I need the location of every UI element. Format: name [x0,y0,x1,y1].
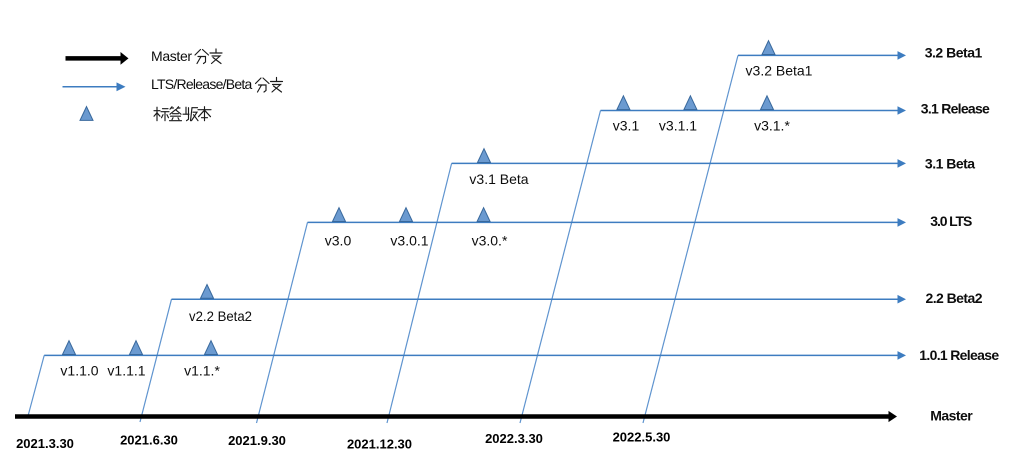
svg-text:LTS/Release/Beta: LTS/Release/Beta [151,76,253,92]
svg-text:2021.6.30: 2021.6.30 [120,433,178,448]
svg-text:2021.9.30: 2021.9.30 [228,433,286,448]
svg-text:2021.12.30: 2021.12.30 [347,437,412,452]
svg-text:3.2 Beta1: 3.2 Beta1 [925,45,983,61]
svg-text:v1.1.*: v1.1.* [184,363,220,379]
svg-text:v3.1.*: v3.1.* [754,118,790,134]
svg-text:v1.1.1: v1.1.1 [107,363,145,379]
svg-text:Master: Master [151,48,192,64]
svg-text:v3.2 Beta1: v3.2 Beta1 [746,63,813,79]
svg-text:v2.2 Beta2: v2.2 Beta2 [189,308,252,324]
svg-text:v3.1.1: v3.1.1 [659,118,697,134]
svg-text:2022.5.30: 2022.5.30 [613,430,671,445]
svg-text:1.0.1 Release: 1.0.1 Release [919,347,999,363]
svg-text:2022.3.30: 2022.3.30 [485,431,543,446]
svg-text:2.2 Beta2: 2.2 Beta2 [925,290,982,306]
svg-text:3.1 Beta: 3.1 Beta [925,156,975,172]
svg-text:2021.3.30: 2021.3.30 [16,436,74,451]
svg-text:3.0 LTS: 3.0 LTS [930,213,972,229]
svg-text:3.1 Release: 3.1 Release [921,101,990,117]
svg-text:Master: Master [930,408,973,424]
svg-text:v3.1 Beta: v3.1 Beta [469,171,528,187]
svg-text:v3.1: v3.1 [613,118,640,134]
svg-text:v3.0.1: v3.0.1 [390,233,428,249]
svg-text:v3.0: v3.0 [325,233,352,249]
svg-text:v1.1.0: v1.1.0 [60,363,98,379]
svg-text:v3.0.*: v3.0.* [472,233,508,249]
